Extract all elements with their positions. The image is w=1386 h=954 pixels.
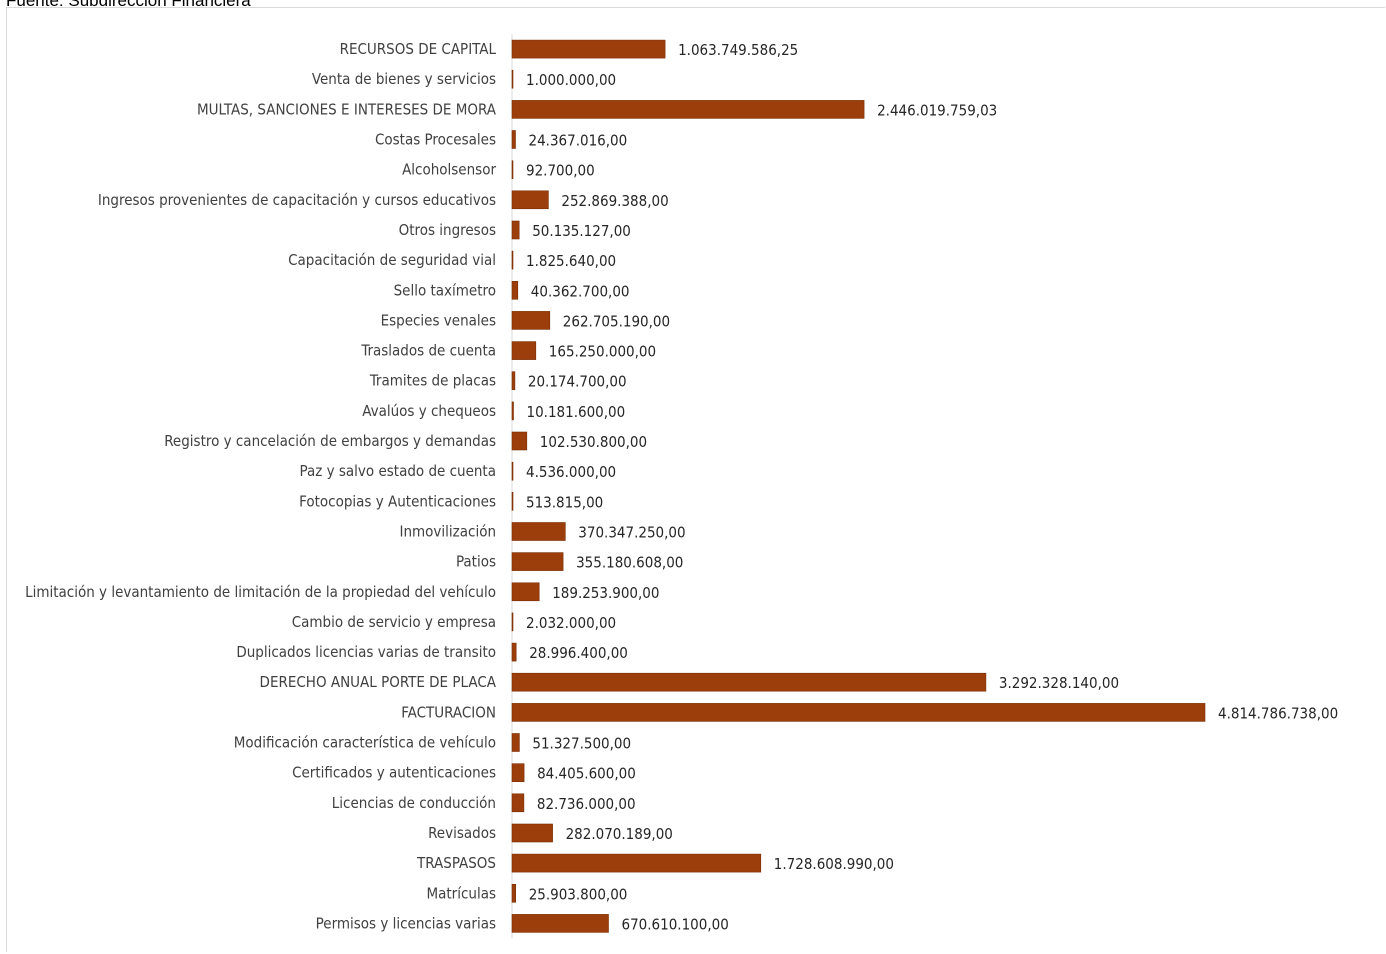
value-label-28: 25.903.800,00 <box>529 885 628 903</box>
value-label-14: 4.536.000,00 <box>526 463 616 481</box>
value-label-13: 102.530.800,00 <box>540 433 647 451</box>
bar-7 <box>511 250 514 270</box>
bar-26 <box>511 823 553 843</box>
value-label-27: 1.728.608.990,00 <box>774 855 894 873</box>
bar-17 <box>511 552 564 571</box>
bar-4 <box>511 160 514 179</box>
category-label-22: FACTURACION <box>401 703 496 721</box>
bar-25 <box>511 793 525 813</box>
value-label-20: 28.996.400,00 <box>529 644 628 662</box>
value-label-8: 40.362.700,00 <box>531 282 630 300</box>
value-label-29: 670.610.100,00 <box>622 915 729 933</box>
category-label-13: Registro y cancelación de embargos y dem… <box>164 432 496 450</box>
source-note: Fuente: Subdirección Financiera <box>6 0 251 10</box>
bar-22 <box>511 703 1206 722</box>
category-label-21: DERECHO ANUAL PORTE DE PLACA <box>260 673 497 691</box>
category-label-14: Paz y salvo estado de cuenta <box>300 462 497 480</box>
category-label-5: Ingresos provenientes de capacitación y … <box>98 191 496 209</box>
value-label-12: 10.181.600,00 <box>527 403 626 421</box>
value-label-19: 2.032.000,00 <box>526 614 616 632</box>
bar-20 <box>511 642 517 662</box>
value-label-3: 24.367.016,00 <box>529 132 628 150</box>
bar-1 <box>511 69 514 89</box>
category-label-1: Venta de bienes y servicios <box>312 70 496 88</box>
category-label-0: RECURSOS DE CAPITAL <box>340 40 497 58</box>
bar-2 <box>511 100 865 119</box>
bar-15 <box>511 491 514 511</box>
bar-9 <box>511 311 551 330</box>
value-label-2: 2.446.019.759,03 <box>877 101 997 119</box>
bar-24 <box>511 763 525 783</box>
value-labels: 1.063.749.586,25 1.000.000,00 2.446.019.75… <box>526 41 1338 933</box>
value-label-17: 355.180.608,00 <box>576 554 683 572</box>
bar-11 <box>511 371 516 391</box>
category-label-11: Tramites de placas <box>369 372 496 390</box>
bar-14 <box>511 461 514 481</box>
value-label-21: 3.292.328.140,00 <box>999 674 1119 692</box>
category-label-12: Avalúos y chequeos <box>362 402 496 420</box>
value-label-1: 1.000.000,00 <box>526 71 616 89</box>
category-label-23: Modificación característica de vehículo <box>234 734 496 752</box>
value-label-18: 189.253.900,00 <box>552 584 659 602</box>
value-label-15: 513.815,00 <box>526 493 603 511</box>
value-label-24: 84.405.600,00 <box>537 765 636 783</box>
category-label-2: MULTAS, SANCIONES E INTERESES DE MORA <box>197 100 497 118</box>
value-label-0: 1.063.749.586,25 <box>678 41 798 59</box>
bar-12 <box>511 401 514 421</box>
value-label-23: 51.327.500,00 <box>532 735 631 753</box>
category-label-27: TRASPASOS <box>416 854 496 872</box>
value-label-5: 252.869.388,00 <box>561 192 668 210</box>
bar-23 <box>511 733 520 752</box>
value-label-4: 92.700,00 <box>526 162 595 180</box>
category-label-3: Costas Procesales <box>375 131 496 149</box>
category-label-28: Matrículas <box>426 884 496 902</box>
bar-27 <box>511 853 762 873</box>
bar-21 <box>511 672 987 692</box>
category-label-7: Capacitación de seguridad vial <box>288 251 496 269</box>
bar-16 <box>511 522 566 541</box>
bar-6 <box>511 220 520 240</box>
value-label-11: 20.174.700,00 <box>528 373 627 391</box>
category-label-15: Fotocopias y Autenticaciones <box>299 492 496 510</box>
category-label-17: Patios <box>456 553 496 571</box>
category-labels: RECURSOS DE CAPITAL Venta de bienes y ser… <box>25 40 497 932</box>
bar-29 <box>511 914 609 933</box>
category-label-25: Licencias de conducción <box>332 794 496 812</box>
value-label-16: 370.347.250,00 <box>578 524 685 542</box>
category-label-20: Duplicados licencias varias de transito <box>236 643 496 661</box>
category-label-29: Permisos y licencias varias <box>316 914 496 932</box>
category-label-26: Revisados <box>428 824 496 842</box>
value-label-25: 82.736.000,00 <box>537 795 636 813</box>
category-label-6: Otros ingresos <box>399 221 496 239</box>
bar-10 <box>511 341 537 360</box>
category-label-16: Inmovilización <box>400 523 497 541</box>
category-label-9: Especies venales <box>381 311 496 329</box>
category-label-24: Certificados y autenticaciones <box>292 764 496 782</box>
category-label-19: Cambio de servicio y empresa <box>292 613 496 631</box>
bar-13 <box>511 431 528 451</box>
chart-area: RECURSOS DE CAPITAL Venta de bienes y ser… <box>6 7 1385 952</box>
category-label-18: Limitación y levantamiento de limitación… <box>25 583 496 601</box>
value-label-22: 4.814.786.738,00 <box>1218 704 1338 722</box>
category-label-8: Sello taxímetro <box>394 281 496 299</box>
value-label-10: 165.250.000,00 <box>549 343 656 361</box>
value-label-6: 50.135.127,00 <box>532 222 631 240</box>
bar-8 <box>511 280 519 300</box>
bar-5 <box>511 190 549 210</box>
bars-group <box>511 39 1206 933</box>
bar-3 <box>511 130 516 149</box>
bar-28 <box>511 883 517 903</box>
category-label-10: Traslados de cuenta <box>360 342 496 360</box>
bar-19 <box>511 612 514 632</box>
value-label-9: 262.705.190,00 <box>563 312 670 330</box>
bar-18 <box>511 582 540 602</box>
value-label-7: 1.825.640,00 <box>526 252 616 270</box>
bar-chart: RECURSOS DE CAPITAL Venta de bienes y ser… <box>25 34 1338 939</box>
category-label-4: Alcoholsensor <box>402 161 496 179</box>
bar-0 <box>511 39 666 59</box>
value-label-26: 282.070.189,00 <box>566 825 673 843</box>
